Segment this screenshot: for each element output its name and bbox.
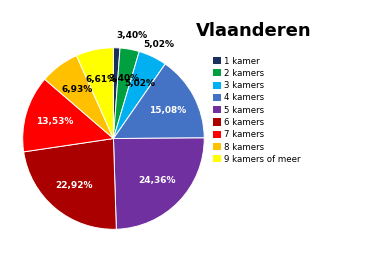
Wedge shape xyxy=(45,56,113,139)
Wedge shape xyxy=(113,138,204,229)
Wedge shape xyxy=(113,51,165,139)
Wedge shape xyxy=(23,79,113,152)
Wedge shape xyxy=(24,139,116,229)
Text: 5,02%: 5,02% xyxy=(143,40,174,49)
Text: 15,08%: 15,08% xyxy=(149,106,186,115)
Text: 13,53%: 13,53% xyxy=(36,117,74,126)
Text: 3,40%: 3,40% xyxy=(109,74,140,83)
Wedge shape xyxy=(113,48,139,139)
Wedge shape xyxy=(113,48,120,139)
Text: 6,93%: 6,93% xyxy=(61,85,93,94)
Legend: 1 kamer, 2 kamers, 3 kamers, 4 kamers, 5 kamers, 6 kamers, 7 kamers, 8 kamers, 9: 1 kamer, 2 kamers, 3 kamers, 4 kamers, 5… xyxy=(213,56,301,164)
Wedge shape xyxy=(76,48,113,139)
Text: 3,40%: 3,40% xyxy=(117,31,148,40)
Wedge shape xyxy=(113,64,204,139)
Text: Vlaanderen: Vlaanderen xyxy=(196,22,312,40)
Text: 6,61%: 6,61% xyxy=(85,75,116,84)
Text: 24,36%: 24,36% xyxy=(138,176,176,185)
Text: 22,92%: 22,92% xyxy=(56,181,93,190)
Text: 5,02%: 5,02% xyxy=(124,79,155,88)
